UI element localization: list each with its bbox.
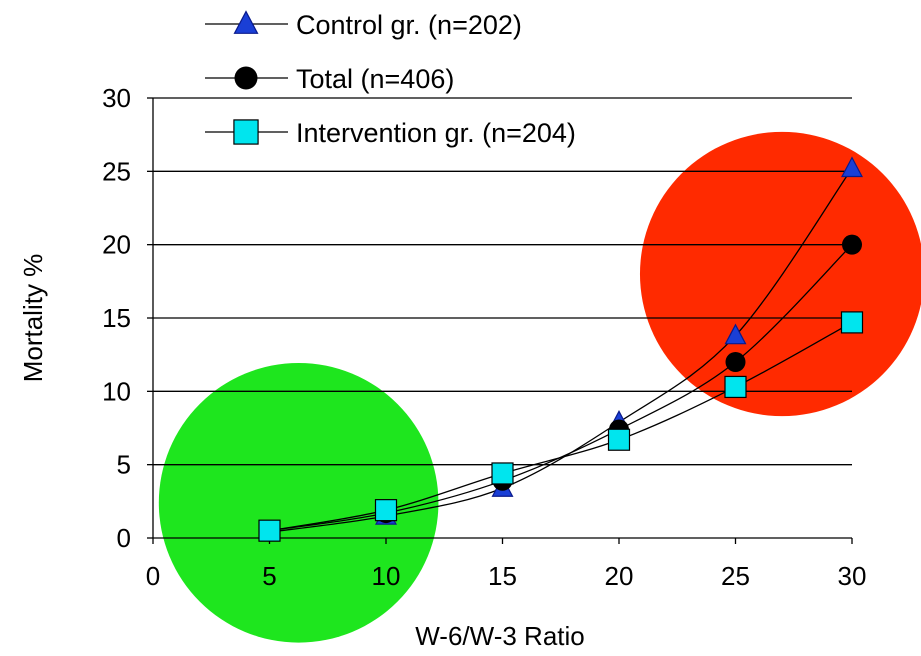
y-tick-label-10: 10 — [102, 376, 131, 406]
legend-marker-square — [233, 119, 259, 145]
y-tick-label-0: 0 — [117, 523, 131, 553]
x-tick-label-15: 15 — [488, 561, 517, 591]
y-tick-label-30: 30 — [102, 83, 131, 113]
data-point-square-10 — [374, 499, 398, 522]
data-point-triangle-25 — [724, 323, 747, 345]
legend-label-square: Intervention gr. (n=204) — [296, 118, 576, 148]
legend-marker-triangle — [233, 10, 259, 34]
x-tick-label-5: 5 — [262, 561, 276, 591]
data-point-square-15 — [491, 462, 514, 485]
high-ratio-zone-circle — [640, 131, 921, 417]
data-point-square-30 — [840, 311, 864, 334]
data-point-square-25 — [724, 375, 747, 399]
x-tick-label-0: 0 — [146, 561, 160, 591]
data-point-square-5 — [258, 519, 281, 542]
y-tick-label-25: 25 — [102, 156, 131, 186]
x-axis-title: W-6/W-3 Ratio — [415, 621, 585, 651]
x-tick-label-30: 30 — [838, 561, 867, 591]
low-ratio-zone-circle — [158, 363, 439, 643]
x-tick-label-10: 10 — [372, 561, 401, 591]
x-tick-label-20: 20 — [605, 561, 634, 591]
data-point-circle-25 — [725, 352, 746, 372]
y-tick-label-15: 15 — [102, 303, 131, 333]
y-axis-title: Mortality % — [18, 254, 48, 383]
data-point-circle-30 — [842, 234, 862, 255]
tick-labels: 0 5 10 15 20 25 30 0 5 10 15 20 25 30 — [102, 83, 866, 591]
highlight-circles — [158, 131, 921, 643]
series-square — [258, 311, 864, 542]
legend-label-triangle: Control gr. (n=202) — [296, 10, 522, 40]
legend: Control gr. (n=202) Total (n=406) Interven… — [205, 10, 576, 148]
y-tick-label-20: 20 — [102, 230, 131, 260]
legend-marker-circle — [234, 66, 258, 90]
y-tick-label-5: 5 — [117, 450, 131, 480]
x-tick-label-25: 25 — [721, 561, 750, 591]
data-point-triangle-30 — [841, 156, 863, 178]
series-layer — [258, 156, 864, 542]
data-point-square-20 — [607, 428, 631, 451]
legend-label-circle: Total (n=406) — [296, 64, 454, 94]
